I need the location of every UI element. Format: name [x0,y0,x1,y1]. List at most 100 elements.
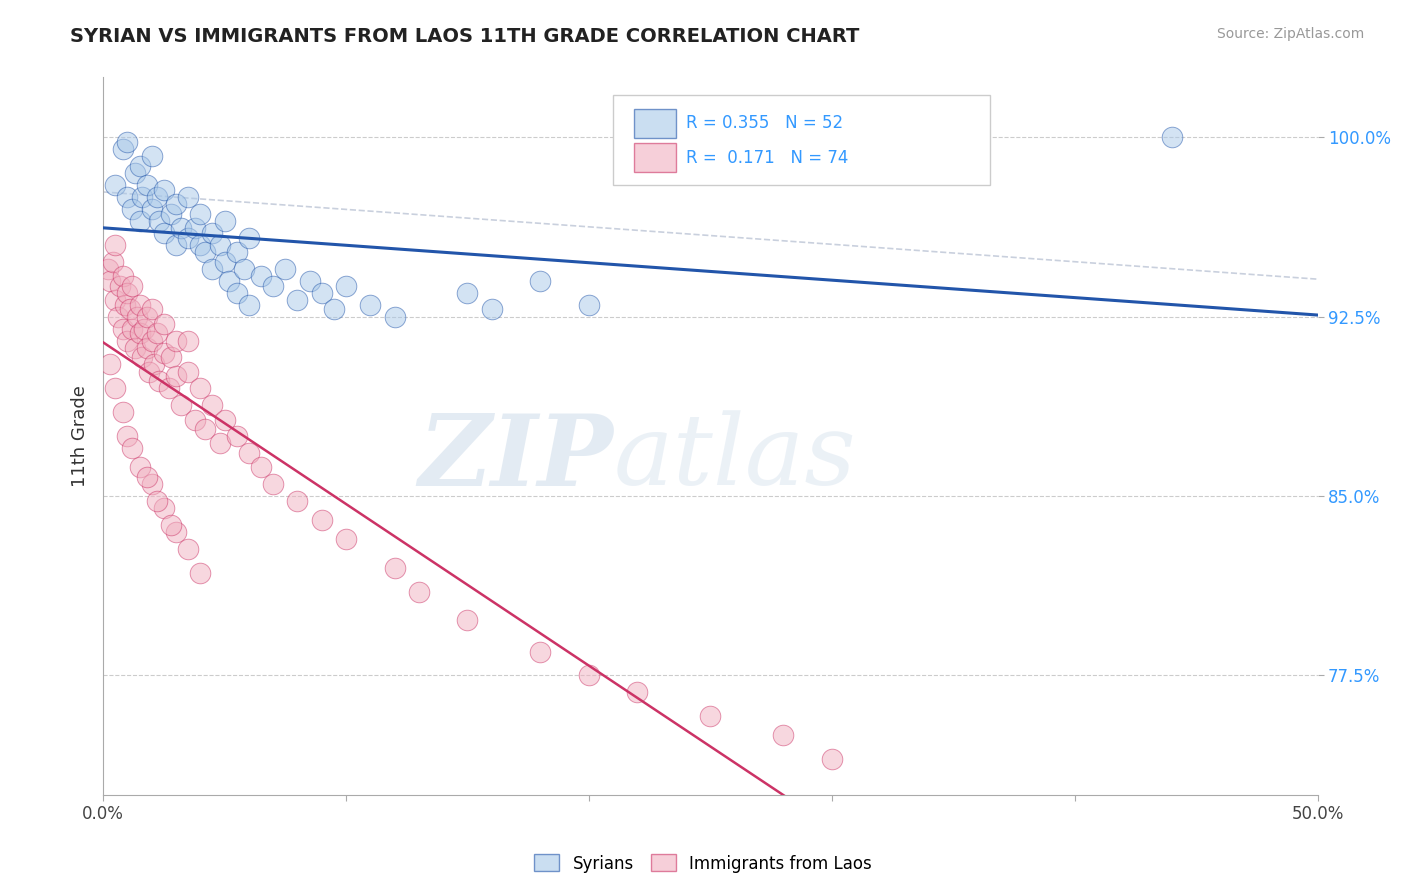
Point [170,221,193,235]
Point [104,293,127,307]
Point [384,310,406,324]
Point [121,321,143,335]
Point [481,302,503,317]
Point [121,441,143,455]
Point [117,429,139,443]
Text: R =  0.171   N = 74: R = 0.171 N = 74 [686,149,848,167]
Point [165,238,187,252]
Point [153,183,176,197]
Point [117,135,139,149]
Point [208,238,231,252]
Point [165,334,187,348]
Point [143,358,166,372]
Point [128,460,150,475]
Point [322,302,344,317]
Point [141,302,163,317]
Point [148,374,170,388]
Point [114,298,136,312]
Point [141,149,163,163]
Point [148,214,170,228]
Point [529,274,551,288]
Point [578,668,600,682]
Point [214,214,236,228]
Point [177,541,200,556]
Point [311,513,333,527]
Point [184,221,207,235]
Point [131,351,153,365]
Point [107,310,129,324]
Point [111,142,134,156]
Point [117,285,139,300]
Point [201,261,224,276]
Point [238,446,260,460]
Point [225,245,247,260]
Point [160,351,183,365]
Point [127,310,149,324]
Point [287,493,309,508]
Point [208,436,231,450]
Point [262,278,284,293]
Point [194,245,217,260]
Point [218,274,240,288]
Point [529,644,551,658]
Point [170,398,193,412]
Point [184,412,207,426]
Point [177,230,200,244]
Point [821,752,844,766]
Point [160,517,183,532]
Point [145,326,167,341]
Point [145,190,167,204]
Point [104,238,127,252]
Point [250,460,273,475]
Point [250,268,273,283]
Point [135,310,157,324]
Point [214,412,236,426]
Point [101,254,124,268]
Point [578,298,600,312]
Point [104,178,127,192]
Point [359,298,381,312]
Point [194,422,217,436]
Point [134,321,156,335]
Point [104,381,127,395]
Point [108,278,131,293]
Point [100,274,122,288]
Point [274,261,297,276]
Point [165,197,187,211]
Point [188,207,211,221]
Point [456,285,478,300]
Point [135,341,157,355]
Legend: Syrians, Immigrants from Laos: Syrians, Immigrants from Laos [527,847,879,880]
Point [233,261,256,276]
Point [177,334,200,348]
Point [141,477,163,491]
FancyBboxPatch shape [613,95,990,185]
Point [128,159,150,173]
Point [111,405,134,419]
Point [153,501,176,516]
Point [335,278,357,293]
Point [111,268,134,283]
Point [111,321,134,335]
Y-axis label: 11th Grade: 11th Grade [72,385,89,487]
Point [287,293,309,307]
Point [298,274,321,288]
Point [138,365,160,379]
Point [238,298,260,312]
Point [408,584,430,599]
Point [177,365,200,379]
Point [128,214,150,228]
Point [100,358,122,372]
Point [117,334,139,348]
Point [214,254,236,268]
Text: ZIP: ZIP [418,409,613,506]
Point [141,334,163,348]
Point [262,477,284,491]
FancyBboxPatch shape [634,144,676,172]
Point [201,226,224,240]
Point [225,285,247,300]
Point [141,202,163,216]
Point [699,709,721,723]
Point [135,178,157,192]
Point [145,493,167,508]
